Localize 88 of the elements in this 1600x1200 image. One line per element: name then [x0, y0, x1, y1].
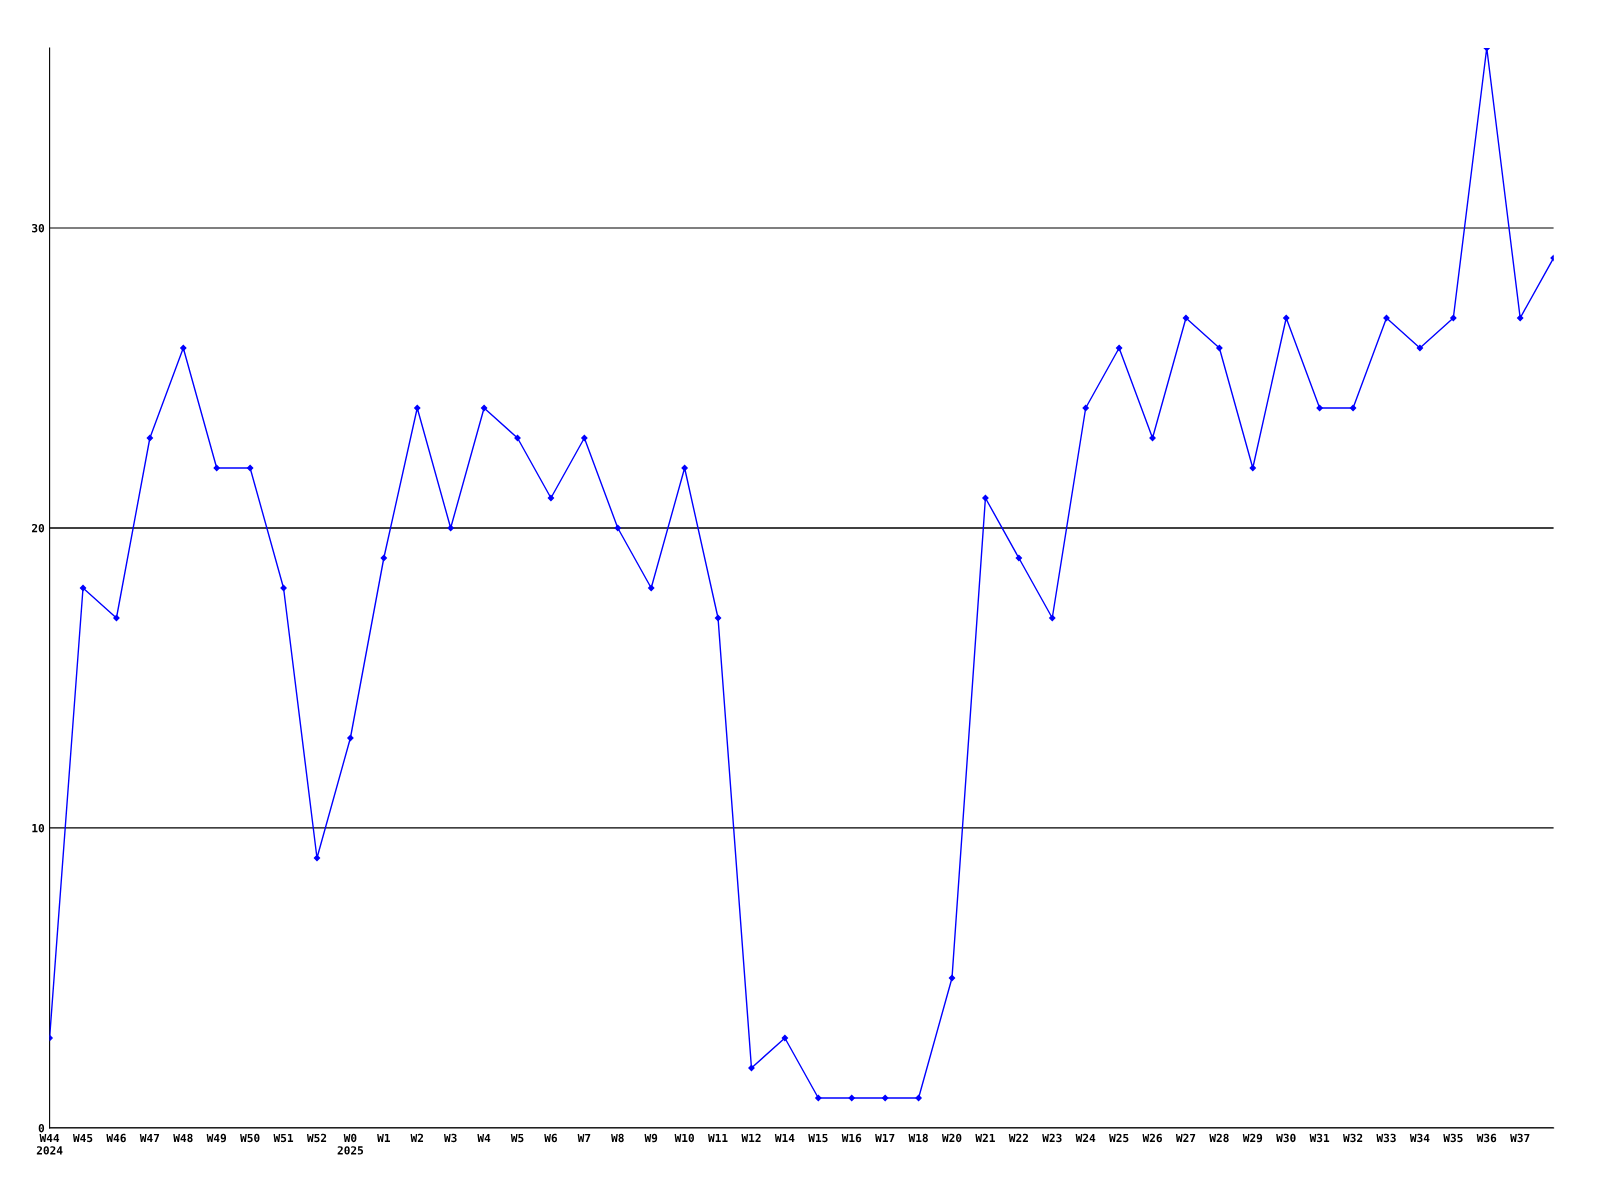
point	[681, 464, 688, 472]
x-tick-label: W23	[1042, 1133, 1062, 1143]
x-tick-label: W8	[611, 1133, 624, 1143]
x-tick-label: W31	[1309, 1133, 1330, 1143]
y-tick-label: 30	[32, 223, 45, 233]
point	[313, 854, 321, 862]
point	[1316, 404, 1323, 412]
point	[948, 974, 956, 982]
point	[180, 344, 187, 352]
y-tick-label: 10	[32, 823, 45, 833]
x-tick-label: W6	[544, 1133, 558, 1143]
x-tick-label: W18	[908, 1133, 928, 1143]
point	[1283, 314, 1290, 322]
point	[380, 554, 387, 562]
x-tick-label: W9	[644, 1133, 658, 1143]
point	[614, 524, 621, 532]
point	[1115, 344, 1123, 352]
x-tick-label: W0 2025	[337, 1133, 364, 1155]
point	[1049, 614, 1056, 622]
x-tick-label: W7	[577, 1133, 591, 1142]
point	[347, 734, 354, 742]
point	[447, 524, 454, 532]
point	[213, 464, 220, 472]
x-tick-label: W45	[72, 1133, 93, 1143]
x-tick-label: W5	[510, 1133, 524, 1143]
point	[1216, 344, 1223, 352]
x-tick-label: W30	[1276, 1133, 1296, 1143]
x-tick-label: W17	[875, 1133, 895, 1142]
point	[714, 614, 722, 622]
point	[982, 494, 989, 502]
point	[113, 614, 120, 622]
point	[1349, 404, 1357, 412]
x-tick-label: W2	[410, 1133, 424, 1142]
point	[648, 584, 655, 592]
x-tick-label: W1	[377, 1133, 390, 1142]
x-tick-label: W27	[1175, 1133, 1196, 1142]
line-series	[49, 48, 1554, 1102]
x-tick-label: W37	[1510, 1133, 1530, 1143]
x-tick-label: W51	[273, 1133, 294, 1143]
x-tick-label: W14	[774, 1133, 795, 1142]
point	[1517, 314, 1524, 322]
point	[882, 1094, 889, 1102]
x-tick-label: W28	[1209, 1133, 1229, 1143]
x-tick-label: W32	[1343, 1133, 1363, 1143]
point	[1015, 554, 1022, 562]
point	[815, 1094, 822, 1102]
point	[1450, 314, 1457, 322]
point	[480, 404, 488, 412]
point	[581, 434, 588, 442]
point	[146, 434, 154, 442]
x-tick-label: W20	[941, 1133, 962, 1143]
point	[1416, 344, 1424, 352]
x-tick-label: W29	[1242, 1133, 1263, 1143]
x-tick-label: W36	[1476, 1133, 1497, 1143]
point	[79, 584, 87, 592]
x-tick-label: W26	[1142, 1133, 1162, 1143]
point	[547, 494, 555, 502]
x-tick-label: W24	[1075, 1133, 1096, 1142]
point	[1182, 314, 1190, 322]
x-tick-label: W33	[1376, 1133, 1396, 1143]
x-tick-label: W49	[206, 1133, 227, 1143]
point	[781, 1034, 789, 1042]
x-tick-label: W12	[741, 1133, 761, 1142]
point	[915, 1094, 922, 1102]
x-tick-label: W48	[173, 1133, 193, 1143]
x-tick-label: W47	[139, 1133, 160, 1142]
x-tick-label: W16	[841, 1133, 862, 1143]
x-tick-label: W15	[808, 1133, 828, 1143]
x-tick-label: W25	[1109, 1133, 1129, 1143]
x-tick-label: W4	[477, 1133, 491, 1142]
x-tick-label: W46	[106, 1133, 126, 1143]
y-tick-label: 20	[31, 523, 45, 533]
point	[1082, 404, 1089, 412]
x-tick-label: W10	[674, 1133, 694, 1143]
x-tick-label: W35	[1443, 1133, 1463, 1143]
x-tick-label: W3	[443, 1133, 457, 1143]
x-tick-label: W52	[306, 1133, 327, 1143]
x-tick-label: W50	[240, 1133, 260, 1143]
point	[1249, 464, 1256, 472]
x-tick-label: W21	[975, 1133, 995, 1142]
point	[414, 404, 421, 412]
point	[246, 464, 254, 472]
y-tick-label: 0	[38, 1123, 45, 1133]
x-tick-label: W34	[1409, 1133, 1430, 1143]
x-tick-label: W11	[708, 1133, 728, 1142]
x-tick-label: W44 2024	[36, 1133, 63, 1155]
x-tick-label: W22	[1008, 1133, 1028, 1142]
point	[848, 1094, 855, 1102]
